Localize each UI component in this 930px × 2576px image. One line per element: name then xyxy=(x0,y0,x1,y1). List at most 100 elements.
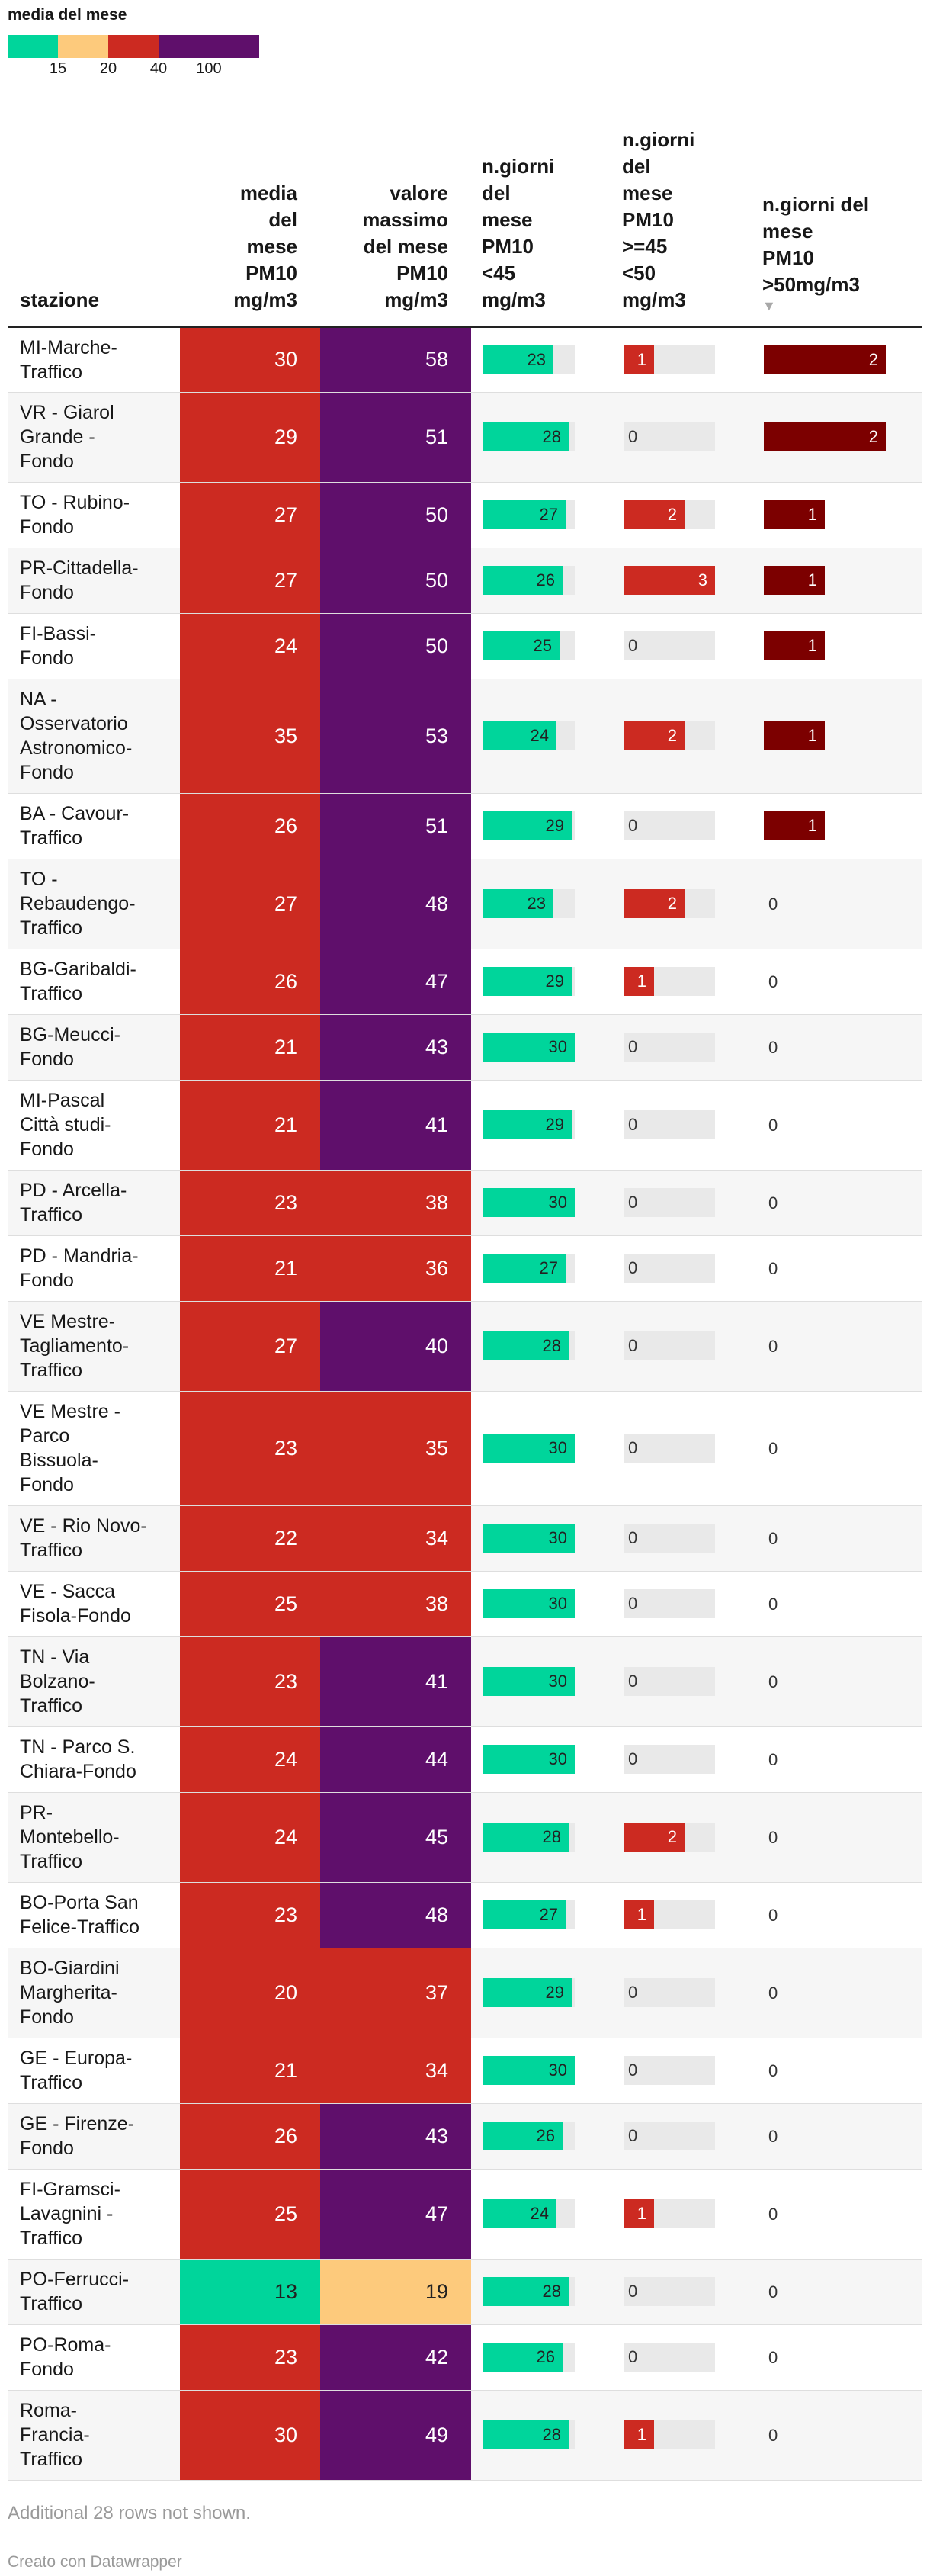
station-name-line: VR - Giarol xyxy=(20,402,114,423)
bar-fill xyxy=(764,500,825,529)
days-lt45-cell: 28 xyxy=(471,2390,611,2481)
column-header-label: mg/m3 xyxy=(482,287,546,311)
table-row: PD - Arcella- Traffico 23 38 30 0 0 xyxy=(8,1170,922,1236)
station-name-line: GE - Europa- xyxy=(20,2048,133,2069)
station-cell: PO-Ferrucci- Traffico xyxy=(8,2259,180,2325)
days-45-50-cell: 1 xyxy=(611,949,752,1015)
media-value-cell: 23 xyxy=(180,1636,320,1727)
legend-swatch xyxy=(159,35,209,58)
media-value-cell: 22 xyxy=(180,1505,320,1572)
bar-track: 0 xyxy=(624,1188,715,1217)
table-row: VE - Rio Novo- Traffico 22 34 30 0 0 xyxy=(8,1505,922,1572)
max-value-cell: 34 xyxy=(320,1505,471,1572)
bar-value-label: 0 xyxy=(768,1983,778,2003)
station-cell: BG-Garibaldi- Traffico xyxy=(8,949,180,1015)
days-gt50-cell: 0 xyxy=(752,1571,922,1637)
station-name-line: TO - Rubino- xyxy=(20,492,130,513)
station-name-line: VE - Rio Novo- xyxy=(20,1515,147,1537)
column-header-label: >=45 xyxy=(622,234,668,258)
days-lt45-cell: 28 xyxy=(471,1301,611,1392)
bar-fill xyxy=(483,422,569,451)
table-row: PO-Roma- Fondo 23 42 26 0 0 xyxy=(8,2324,922,2391)
table-row: TO - Rebaudengo- Traffico 27 48 23 2 0 xyxy=(8,859,922,949)
table-row: GE - Europa- Traffico 21 34 30 0 0 xyxy=(8,2038,922,2104)
column-header-giorni-45-50[interactable]: n.giorni del mese PM10 >=45 <50 mg/m3 xyxy=(611,122,752,328)
bar-value-label: 30 xyxy=(548,1438,567,1457)
station-cell: NA - Osservatorio Astronomico- Fondo xyxy=(8,679,180,794)
bar-value-label: 0 xyxy=(628,1037,638,1056)
column-header-label: <45 xyxy=(482,261,516,284)
station-name-line: FI-Gramsci- xyxy=(20,2179,120,2200)
column-header-media[interactable]: media del mese PM10 mg/m3 xyxy=(180,122,320,328)
days-45-50-cell: 2 xyxy=(611,1792,752,1883)
bar-fill xyxy=(483,1823,569,1852)
bar-track: 24 xyxy=(483,721,575,750)
station-name-line: Astronomico- xyxy=(20,737,133,759)
station-name-line: VE Mestre- xyxy=(20,1311,116,1332)
max-value-cell: 42 xyxy=(320,2324,471,2391)
max-value-cell: 51 xyxy=(320,793,471,859)
column-header-giorni-lt45[interactable]: n.giorni del mese PM10 <45 mg/m3 xyxy=(471,122,611,328)
max-value-cell: 41 xyxy=(320,1636,471,1727)
days-gt50-cell: 2 xyxy=(752,392,922,483)
table-row: GE - Firenze- Fondo 26 43 26 0 0 xyxy=(8,2103,922,2170)
media-value-cell: 23 xyxy=(180,2324,320,2391)
bar-fill xyxy=(483,1434,575,1463)
bar-value-label: 27 xyxy=(539,1258,558,1277)
media-value-cell: 24 xyxy=(180,1726,320,1793)
bar-track: 28 xyxy=(483,2277,575,2306)
bar-track: 0 xyxy=(624,1434,715,1463)
bar-value-label: 27 xyxy=(539,1905,558,1924)
bar-fill xyxy=(483,2056,575,2085)
days-lt45-cell: 30 xyxy=(471,1571,611,1637)
bar-value-label: 0 xyxy=(628,1258,638,1277)
bar-track: 0 xyxy=(624,631,715,660)
bar-value-label: 30 xyxy=(548,1749,567,1768)
bar-value-label: 0 xyxy=(628,1115,638,1134)
sort-down-icon[interactable]: ▼ xyxy=(762,297,776,313)
days-45-50-cell: 0 xyxy=(611,2103,752,2170)
bar-value-label: 0 xyxy=(628,1983,638,2002)
bar-fill xyxy=(483,721,556,750)
column-header-giorni-gt50[interactable]: n.giorni del mese PM10 >50mg/m3 ▼ xyxy=(752,122,922,328)
bar-track: 0 xyxy=(624,1745,715,1774)
column-header-stazione[interactable]: stazione xyxy=(8,122,180,328)
bar-value-label: 24 xyxy=(530,726,549,745)
bar-value-label: 23 xyxy=(527,349,546,369)
days-45-50-cell: 0 xyxy=(611,1726,752,1793)
bar-value-label: 0 xyxy=(628,2126,638,2145)
bar-value-label: 0 xyxy=(768,2060,778,2080)
days-lt45-cell: 28 xyxy=(471,1792,611,1883)
bar-track: 30 xyxy=(483,2056,575,2085)
bar-fill xyxy=(483,2343,563,2372)
days-gt50-cell: 1 xyxy=(752,613,922,679)
column-header-label: PM10 xyxy=(482,234,534,258)
bar-value-label: 2 xyxy=(667,894,677,913)
bar-value-label: 0 xyxy=(768,972,778,991)
days-gt50-cell: 1 xyxy=(752,548,922,614)
column-header-valore-massimo[interactable]: valore massimo del mese PM10 mg/m3 xyxy=(320,122,471,328)
days-45-50-cell: 0 xyxy=(611,1948,752,2038)
media-value-cell: 26 xyxy=(180,793,320,859)
bar-value-label: 30 xyxy=(548,1528,567,1547)
bar-value-label: 0 xyxy=(628,427,638,446)
bar-value-label: 0 xyxy=(628,2347,638,2366)
bar-value-label: 0 xyxy=(628,1336,638,1355)
station-name-line: Fondo xyxy=(20,2006,74,2028)
column-header-label: mg/m3 xyxy=(622,287,686,311)
bar-track: 26 xyxy=(483,2122,575,2150)
media-value-cell: 23 xyxy=(180,1391,320,1506)
bar-track: 2 xyxy=(624,1823,715,1852)
bar-track: 27 xyxy=(483,500,575,529)
bar-value-label: 2 xyxy=(667,1827,677,1846)
days-lt45-cell: 25 xyxy=(471,613,611,679)
days-45-50-cell: 1 xyxy=(611,2390,752,2481)
bar-value-label: 0 xyxy=(768,2347,778,2367)
station-name-line: Fondo xyxy=(20,1270,74,1291)
max-value-cell: 38 xyxy=(320,1170,471,1236)
media-value-cell: 29 xyxy=(180,392,320,483)
days-gt50-cell: 0 xyxy=(752,1235,922,1302)
max-value-cell: 53 xyxy=(320,679,471,794)
datawrapper-credit-link[interactable]: Creato con Datawrapper xyxy=(8,2553,182,2571)
bar-track: 0 xyxy=(624,1589,715,1618)
